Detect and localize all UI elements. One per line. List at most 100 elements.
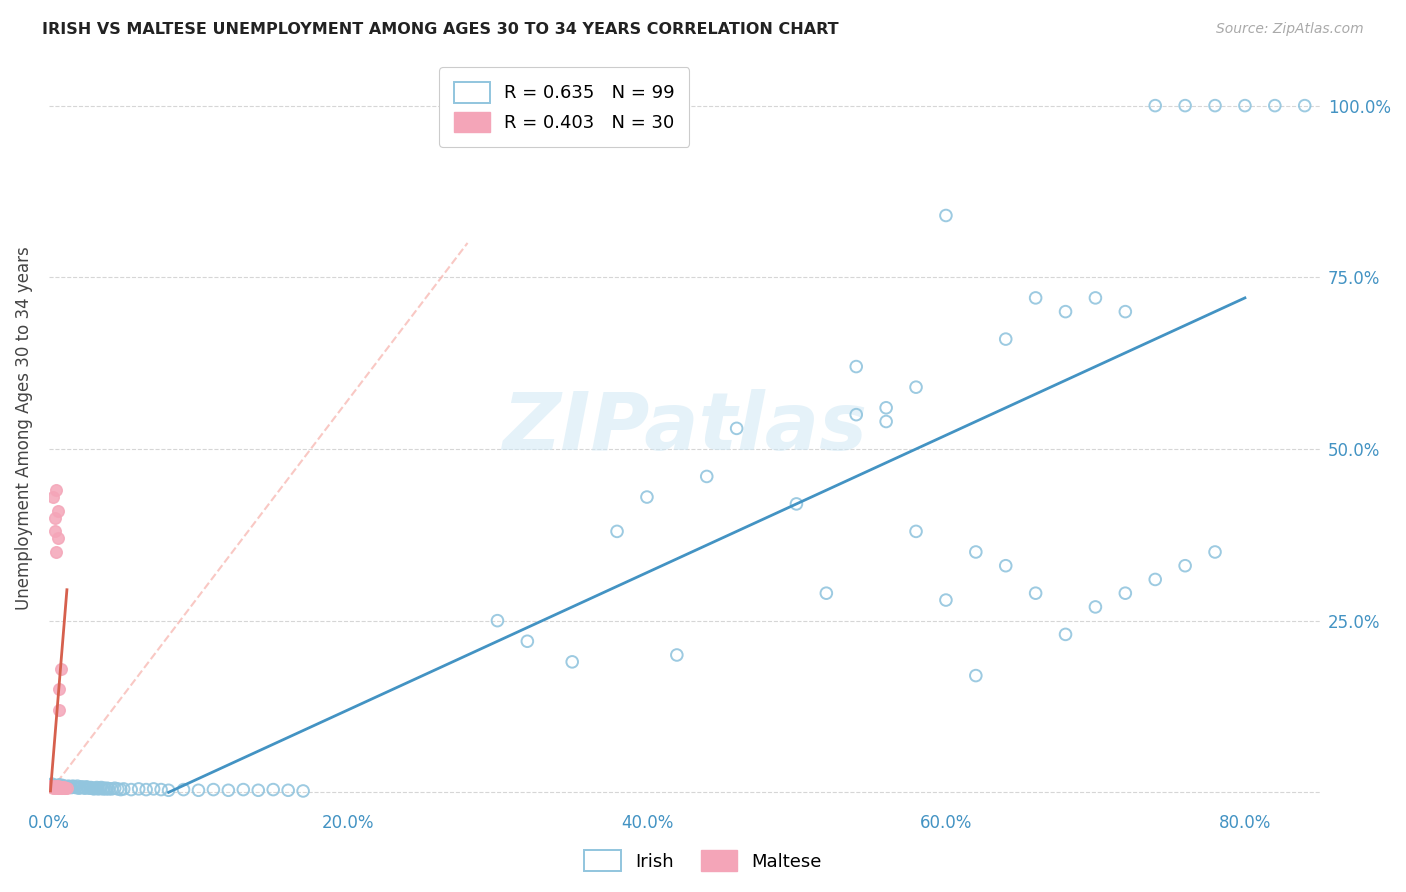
Point <box>150 782 173 797</box>
Point <box>217 783 239 797</box>
Point <box>70 780 93 794</box>
Point <box>49 662 72 676</box>
Point <box>935 593 957 607</box>
Point <box>606 524 628 539</box>
Point <box>935 209 957 223</box>
Point <box>58 779 80 793</box>
Y-axis label: Unemployment Among Ages 30 to 34 years: Unemployment Among Ages 30 to 34 years <box>15 246 32 610</box>
Point <box>262 782 284 797</box>
Point <box>49 780 72 794</box>
Point <box>51 779 73 793</box>
Point <box>48 703 70 717</box>
Point <box>55 780 77 795</box>
Point <box>110 782 132 797</box>
Point <box>516 634 538 648</box>
Point <box>84 781 107 796</box>
Text: IRISH VS MALTESE UNEMPLOYMENT AMONG AGES 30 TO 34 YEARS CORRELATION CHART: IRISH VS MALTESE UNEMPLOYMENT AMONG AGES… <box>42 22 839 37</box>
Point <box>44 779 66 793</box>
Point <box>965 545 987 559</box>
Point <box>41 780 63 794</box>
Point <box>49 780 72 794</box>
Point <box>725 421 748 435</box>
Point <box>89 781 111 796</box>
Point <box>63 780 86 794</box>
Point <box>86 780 108 795</box>
Point <box>845 408 868 422</box>
Point <box>49 780 72 795</box>
Point <box>120 782 142 797</box>
Point <box>94 781 117 796</box>
Point <box>1204 98 1226 112</box>
Point <box>45 545 67 559</box>
Point <box>46 531 69 545</box>
Point <box>91 781 114 796</box>
Point <box>1114 586 1136 600</box>
Point <box>48 780 70 795</box>
Point <box>875 401 897 415</box>
Point <box>52 780 75 794</box>
Point <box>87 781 110 796</box>
Point <box>93 781 115 796</box>
Legend: Irish, Maltese: Irish, Maltese <box>578 843 828 879</box>
Point <box>994 558 1017 573</box>
Point <box>100 781 122 796</box>
Point <box>202 782 225 797</box>
Point <box>41 777 63 791</box>
Point <box>65 780 87 795</box>
Point <box>59 780 82 794</box>
Point <box>905 524 928 539</box>
Point <box>62 779 84 793</box>
Point <box>46 779 69 793</box>
Point <box>79 781 101 796</box>
Text: Source: ZipAtlas.com: Source: ZipAtlas.com <box>1216 22 1364 37</box>
Point <box>135 782 157 797</box>
Point <box>51 780 73 794</box>
Point <box>56 780 79 795</box>
Point <box>1174 558 1197 573</box>
Point <box>1174 98 1197 112</box>
Point <box>45 779 67 793</box>
Point <box>56 781 79 796</box>
Point <box>60 780 83 795</box>
Point <box>39 779 62 793</box>
Point <box>67 781 90 796</box>
Point <box>277 783 299 797</box>
Point <box>665 648 688 662</box>
Point <box>1114 304 1136 318</box>
Point <box>785 497 807 511</box>
Point <box>142 781 165 796</box>
Point <box>51 780 73 795</box>
Point <box>44 510 66 524</box>
Point <box>815 586 838 600</box>
Point <box>1144 98 1167 112</box>
Point <box>486 614 509 628</box>
Point <box>90 780 112 795</box>
Point <box>44 780 66 794</box>
Point <box>561 655 583 669</box>
Point <box>46 504 69 518</box>
Point <box>1084 599 1107 614</box>
Point <box>44 780 66 795</box>
Point <box>76 780 98 795</box>
Point <box>48 778 70 792</box>
Point <box>1204 545 1226 559</box>
Point <box>48 682 70 697</box>
Point <box>292 784 315 798</box>
Point <box>965 668 987 682</box>
Point <box>42 780 65 794</box>
Point <box>845 359 868 374</box>
Point <box>875 415 897 429</box>
Point <box>39 779 62 793</box>
Point <box>173 782 195 797</box>
Point <box>48 780 70 794</box>
Point <box>46 780 69 795</box>
Point <box>1054 627 1077 641</box>
Point <box>69 780 91 795</box>
Point <box>42 780 65 795</box>
Point <box>66 779 89 793</box>
Point <box>636 490 658 504</box>
Point <box>994 332 1017 346</box>
Point <box>82 781 104 796</box>
Point <box>1264 98 1286 112</box>
Point <box>1054 304 1077 318</box>
